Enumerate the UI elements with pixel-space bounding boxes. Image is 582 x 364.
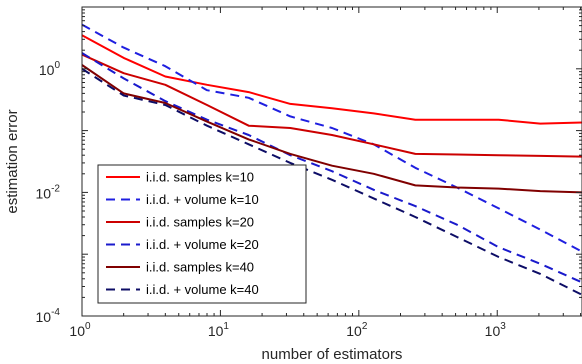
legend-label-4: i.i.d. + volume k=20: [146, 237, 259, 252]
x-tick-label: 102: [346, 321, 368, 339]
legend: i.i.d. samples k=10 i.i.d. + volume k=10 i…: [97, 164, 307, 304]
tick-labels-layer: 100 101 102 103 10-4 10-2 100: [36, 60, 507, 339]
x-tick-label: 103: [485, 321, 507, 339]
plot-frame: [81, 6, 582, 317]
series-line-1: [81, 34, 582, 125]
series-line-6: [81, 67, 582, 296]
y-tick-label: 10-4: [36, 307, 61, 325]
legend-label-3: i.i.d. samples k=20: [146, 215, 254, 230]
x-tick-label: 101: [208, 321, 230, 339]
legend-label-5: i.i.d. samples k=40: [146, 260, 254, 275]
y-axis-title: estimation error: [4, 109, 21, 213]
series-line-3: [81, 53, 582, 158]
legend-entries: i.i.d. samples k=10 i.i.d. + volume k=10 i…: [106, 170, 259, 297]
legend-label-1: i.i.d. samples k=10: [146, 170, 254, 185]
legend-label-2: i.i.d. + volume k=10: [146, 192, 259, 207]
legend-label-6: i.i.d. + volume k=40: [146, 282, 259, 297]
y-tick-label: 10-2: [36, 183, 61, 201]
series-line-4: [81, 52, 582, 284]
x-axis-title: number of estimators: [262, 346, 403, 363]
y-tick-label: 100: [39, 60, 61, 78]
legend-box: [97, 164, 307, 304]
series-line-5: [81, 64, 582, 194]
x-tick-label: 100: [69, 321, 91, 339]
series-line-2: [81, 23, 582, 253]
lines-layer: [81, 23, 582, 296]
